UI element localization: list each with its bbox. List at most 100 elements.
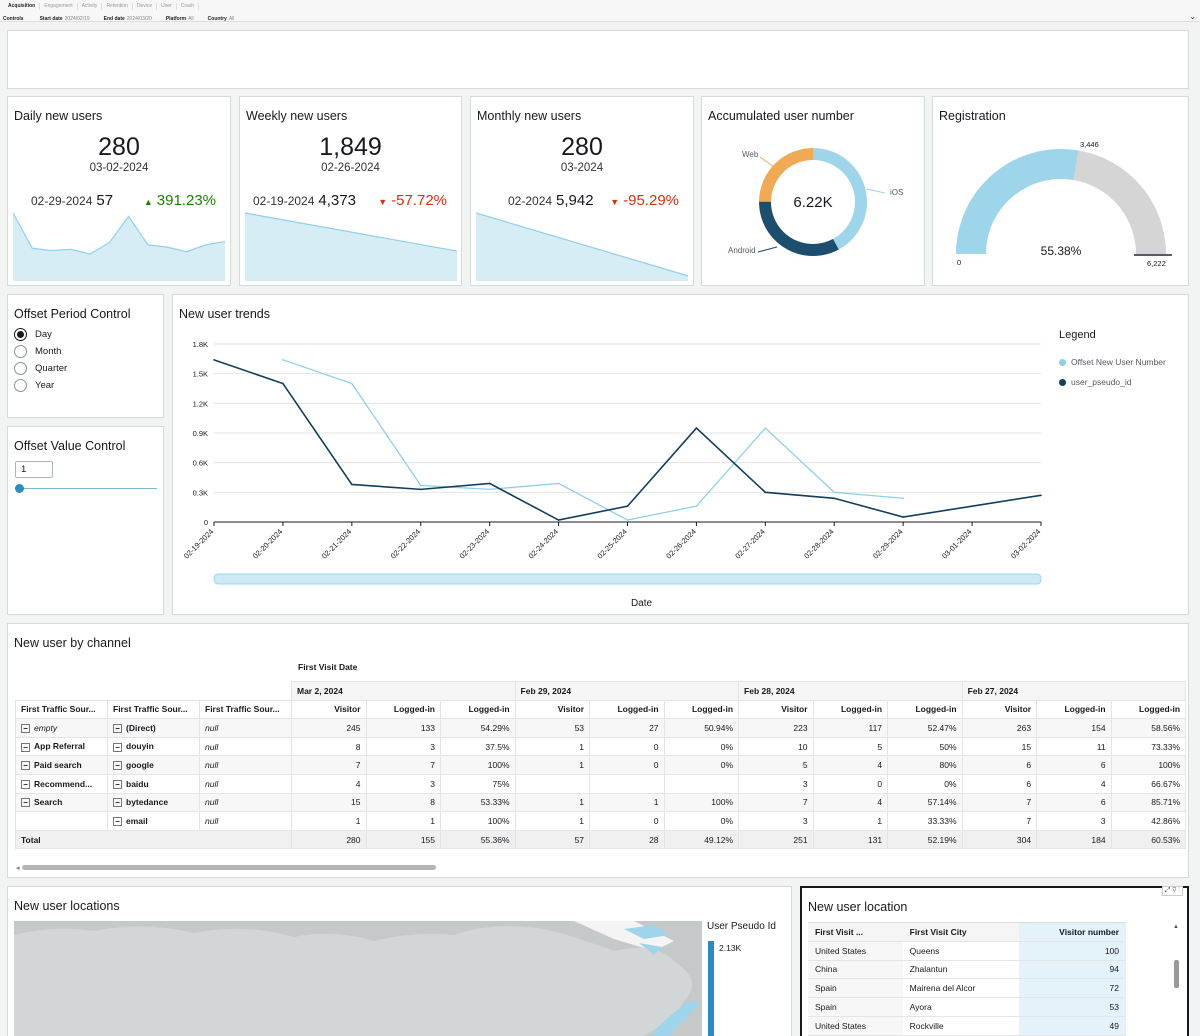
total-cell: 60.53%	[1110, 829, 1187, 850]
metric-header[interactable]: Visitor	[514, 699, 591, 720]
row-dimension-2[interactable]: − baidu	[107, 773, 200, 794]
metric-header[interactable]: Logged-in	[365, 699, 441, 720]
radio-day[interactable]: Day	[14, 328, 52, 341]
collapse-icon[interactable]: −	[21, 779, 30, 789]
table-cell: 0	[812, 773, 889, 794]
collapse-icon[interactable]: −	[21, 798, 30, 808]
column-header[interactable]: First Visit ...	[808, 922, 903, 942]
collapse-icon[interactable]: −	[113, 779, 122, 789]
weekly-sparkline	[245, 212, 457, 281]
metric-header[interactable]: Logged-in	[663, 699, 740, 720]
legend-item-offset[interactable]: Offset New User Number	[1059, 357, 1166, 367]
table-cell: 100%	[1110, 755, 1187, 775]
row-dimension-2[interactable]: − email	[107, 811, 200, 831]
platform-control[interactable]: Platform All	[165, 16, 194, 22]
date-column-header[interactable]: Feb 29, 2024	[514, 681, 740, 701]
row-header[interactable]: First Traffic Sour...	[199, 699, 292, 720]
tab-user[interactable]: User	[157, 3, 177, 10]
metric-header[interactable]: Visitor	[738, 699, 814, 720]
radio-quarter[interactable]: Quarter	[14, 362, 67, 375]
row-dimension-1[interactable]: − Paid search	[15, 755, 108, 775]
date-column-header[interactable]: Feb 27, 2024	[961, 681, 1187, 701]
date-column-header[interactable]: Feb 28, 2024	[738, 681, 963, 701]
kpi-value: 1,849	[319, 133, 382, 161]
radio-selected-icon[interactable]	[14, 328, 27, 341]
visual-menu-icons[interactable]: ⤢ ⊽ ⋮	[1161, 886, 1183, 896]
horizontal-scrollbar[interactable]	[22, 865, 436, 870]
donut-leader-line	[866, 188, 886, 194]
vertical-scrollbar[interactable]	[1174, 960, 1179, 988]
table-cell: Spain	[808, 978, 903, 999]
table-cell: 10	[738, 736, 814, 757]
collapse-icon[interactable]: −	[113, 817, 122, 827]
row-dimension-1[interactable]: − empty	[15, 718, 108, 738]
row-dimension-1[interactable]: − App Referral	[15, 736, 108, 757]
row-dimension-1[interactable]: − Search	[15, 792, 108, 813]
table-cell: 1	[514, 792, 591, 813]
radio-year[interactable]: Year	[14, 379, 54, 392]
radio-icon[interactable]	[14, 379, 27, 392]
collapse-icon[interactable]: −	[21, 724, 30, 734]
series-point-0	[282, 359, 284, 361]
row-dimension-1[interactable]: − Recommend...	[15, 773, 108, 794]
scroll-left-icon[interactable]: ◂	[16, 865, 20, 872]
collapse-icon[interactable]: −	[113, 724, 122, 734]
offset-value-input[interactable]: 1	[15, 461, 53, 478]
row-dimension-2[interactable]: − douyin	[107, 736, 200, 757]
x-tick-label: 02-27-2024	[733, 527, 766, 560]
series-point-1	[213, 359, 215, 361]
column-header[interactable]: First Visit City	[902, 922, 1019, 942]
end-date-control[interactable]: End date 2024/03/20	[103, 16, 152, 22]
tab-crash[interactable]: Crash	[177, 3, 200, 10]
table-cell: 50.94%	[663, 718, 740, 738]
prev-value: 5,942	[556, 192, 594, 209]
collapse-chevron-icon[interactable]: ⌄	[1189, 12, 1196, 21]
date-column-header[interactable]: Mar 2, 2024	[291, 681, 516, 701]
table-cell	[663, 773, 740, 794]
metric-header[interactable]: Logged-in	[1036, 699, 1112, 720]
metric-header[interactable]: Logged-in	[887, 699, 963, 720]
table-cell: Mairena del Alcor	[902, 978, 1019, 999]
offset-slider-track[interactable]	[18, 488, 157, 489]
row-header[interactable]: First Traffic Sour...	[15, 699, 108, 720]
tab-engagement[interactable]: Engagement	[40, 3, 78, 10]
metric-header[interactable]: Logged-in	[589, 699, 665, 720]
offset-slider-handle[interactable]	[15, 484, 24, 493]
radio-icon[interactable]	[14, 345, 27, 358]
metric-header[interactable]: Logged-in	[440, 699, 516, 720]
tab-acquisition[interactable]: Acquisition	[4, 3, 41, 10]
collapse-icon[interactable]: −	[113, 761, 122, 771]
row-dimension-2[interactable]: − google	[107, 755, 200, 775]
tab-device[interactable]: Device	[133, 3, 158, 10]
scroll-up-icon[interactable]: ▲	[1173, 924, 1179, 930]
legend-item-user[interactable]: user_pseudo_id	[1059, 377, 1132, 387]
collapse-icon[interactable]: −	[113, 798, 122, 808]
radio-icon[interactable]	[14, 362, 27, 375]
table-row: Spain Ayora 53	[808, 997, 1126, 1017]
tab-retention[interactable]: Retention	[102, 3, 133, 10]
start-date-control[interactable]: Start date 2024/02/19	[39, 16, 90, 22]
row-dimension-1[interactable]	[15, 811, 108, 831]
tab-activity[interactable]: Activity	[78, 3, 103, 10]
change-percent: ▼ -57.72%	[378, 192, 447, 209]
y-tick-label: 0.6K	[193, 459, 208, 468]
series-point-1	[764, 491, 767, 494]
card-title: Weekly new users	[246, 109, 348, 123]
column-header[interactable]: Visitor number	[1018, 922, 1126, 942]
row-dimension-2[interactable]: − bytedance	[107, 792, 200, 813]
range-slider[interactable]	[213, 573, 1042, 585]
world-map[interactable]	[14, 921, 702, 1036]
row-dimension-2[interactable]: − (Direct)	[107, 718, 200, 738]
metric-header[interactable]: Visitor	[291, 699, 367, 720]
country-control[interactable]: Country All	[207, 16, 235, 22]
collapse-icon[interactable]: −	[21, 742, 30, 752]
collapse-icon[interactable]: −	[21, 761, 30, 771]
radio-month[interactable]: Month	[14, 345, 61, 358]
metric-header[interactable]: Logged-in	[1110, 699, 1187, 720]
table-cell: 6	[1036, 792, 1112, 813]
row-header[interactable]: First Traffic Sour...	[107, 699, 200, 720]
table-cell: 1	[291, 811, 367, 831]
collapse-icon[interactable]: −	[113, 742, 122, 752]
metric-header[interactable]: Visitor	[961, 699, 1038, 720]
metric-header[interactable]: Logged-in	[812, 699, 889, 720]
